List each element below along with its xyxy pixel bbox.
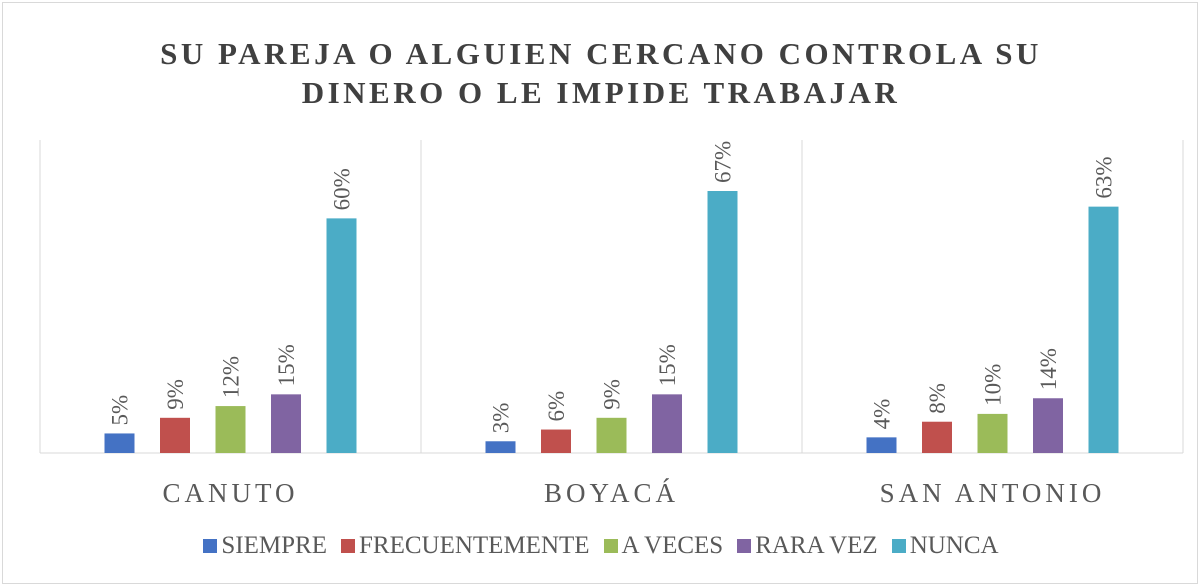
bar bbox=[977, 413, 1008, 453]
bar bbox=[541, 429, 571, 453]
legend-label: A VECES bbox=[621, 532, 724, 559]
data-label: 15% bbox=[274, 344, 299, 386]
legend-label: SIEMPRE bbox=[221, 532, 327, 559]
bar bbox=[596, 417, 627, 453]
x-tick-label: CANUTO bbox=[162, 478, 298, 508]
legend-label: FRECUENTEMENTE bbox=[359, 532, 590, 559]
bar bbox=[922, 421, 952, 453]
data-label: 6% bbox=[544, 391, 569, 422]
legend-swatch bbox=[891, 539, 906, 553]
legend-item: FRECUENTEMENTE bbox=[341, 532, 590, 560]
legend-label: NUNCA bbox=[909, 532, 999, 559]
data-label: 12% bbox=[219, 356, 244, 398]
bar bbox=[1088, 206, 1119, 453]
x-tick-label: BOYACÁ bbox=[544, 478, 679, 508]
legend-label: RARA VEZ bbox=[755, 532, 878, 559]
bar bbox=[326, 218, 357, 453]
data-label: 67% bbox=[711, 141, 736, 183]
data-label: 9% bbox=[600, 379, 625, 410]
data-label: 3% bbox=[489, 403, 514, 434]
legend-item: A VECES bbox=[603, 532, 724, 560]
bar bbox=[866, 437, 897, 453]
data-label: 15% bbox=[655, 344, 680, 386]
data-label: 63% bbox=[1092, 156, 1117, 198]
bar bbox=[652, 394, 682, 453]
data-label: 14% bbox=[1036, 348, 1061, 390]
data-label: 8% bbox=[925, 383, 950, 414]
legend-item: SIEMPRE bbox=[203, 532, 327, 560]
legend: SIEMPRE FRECUENTEMENTE A VECES RARA VEZ NUNC… bbox=[0, 532, 1202, 560]
data-label: 5% bbox=[108, 395, 133, 426]
legend-swatch bbox=[203, 539, 218, 553]
legend-swatch bbox=[737, 539, 752, 553]
legend-swatch bbox=[341, 539, 355, 553]
bar bbox=[485, 441, 516, 453]
data-label: 10% bbox=[981, 364, 1006, 406]
data-label: 4% bbox=[870, 399, 895, 430]
bar bbox=[1033, 398, 1063, 453]
bar bbox=[215, 406, 246, 453]
data-label: 9% bbox=[163, 379, 188, 410]
legend-item: NUNCA bbox=[891, 532, 999, 560]
bar bbox=[160, 417, 190, 453]
bar bbox=[707, 191, 738, 453]
legend-item: RARA VEZ bbox=[737, 532, 878, 560]
legend-swatch bbox=[603, 539, 618, 553]
chart-title: SU PAREJA O ALGUIEN CERCANO CONTROLA SU … bbox=[160, 36, 1042, 110]
x-tick-label: SAN ANTONIO bbox=[880, 478, 1106, 508]
bar bbox=[271, 394, 301, 453]
data-label: 60% bbox=[330, 168, 355, 210]
bar bbox=[104, 433, 135, 453]
